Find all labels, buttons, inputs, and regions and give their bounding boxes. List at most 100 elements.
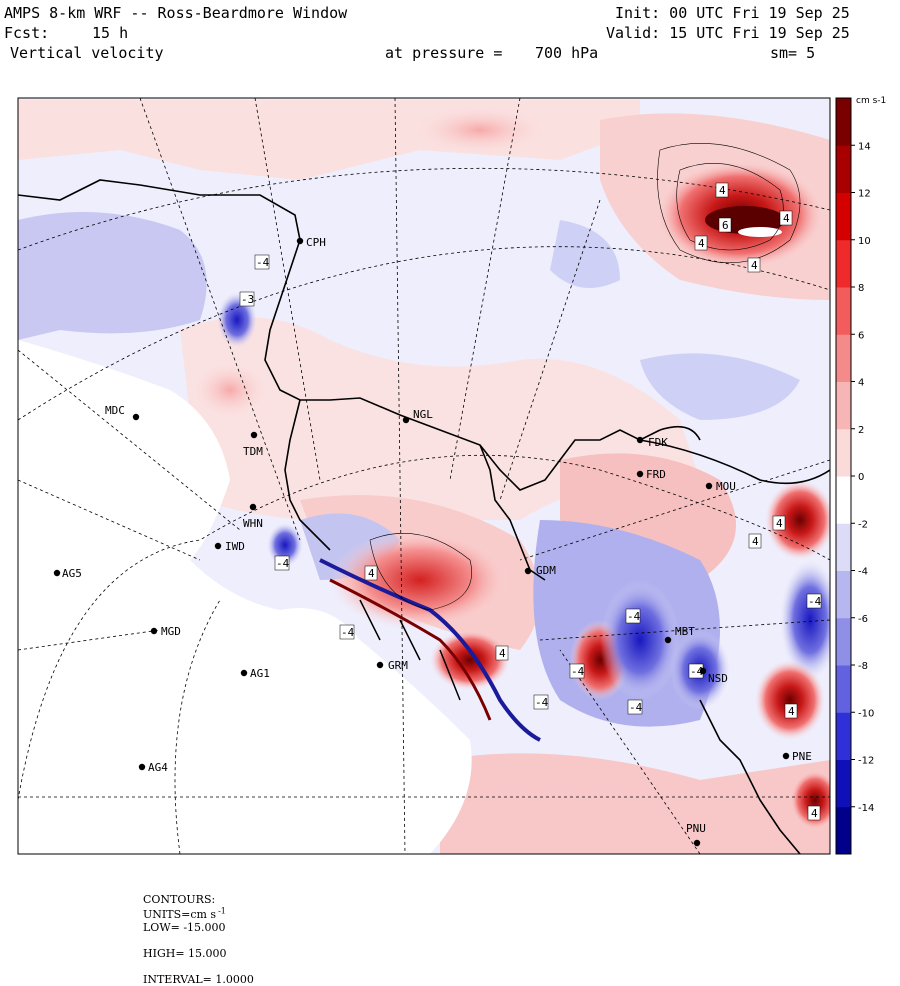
station-ag1[interactable]: AG1 [240, 667, 270, 680]
colorbar-tick-label: 6 [858, 330, 864, 341]
svg-text:4: 4 [783, 212, 790, 225]
svg-text:MDC: MDC [105, 404, 125, 417]
colorbar-swatch [836, 665, 851, 713]
colorbar-swatch [836, 476, 851, 524]
colorbar-swatch [836, 239, 851, 288]
contour-label: 4 [694, 235, 708, 251]
svg-text:4: 4 [751, 259, 758, 272]
colorbar-tick-label: 10 [858, 236, 871, 247]
contour-label: -3 [239, 291, 255, 307]
svg-text:TDM: TDM [243, 445, 263, 458]
svg-text:MOU: MOU [716, 480, 736, 493]
contour-label: 6 [718, 217, 732, 233]
high-value: HIGH= 15.000 [143, 946, 227, 960]
station-ag5[interactable]: AG5 [53, 567, 82, 580]
map-title: AMPS 8-km WRF -- Ross-Beardmore Window [4, 4, 348, 22]
svg-text:-4: -4 [535, 696, 549, 709]
svg-text:GRM: GRM [388, 659, 408, 672]
graticule [18, 98, 830, 854]
svg-text:-4: -4 [690, 665, 704, 678]
svg-text:6: 6 [722, 219, 729, 232]
contour-label: 4 [715, 182, 729, 198]
station-mdc[interactable]: MDC [105, 404, 140, 421]
station-iwd[interactable]: IWD [214, 540, 245, 553]
station-pnu[interactable]: PNU [686, 822, 706, 847]
svg-text:-4: -4 [627, 610, 641, 623]
units-label: UNITS=cm s -1 [143, 906, 226, 921]
smoothing-label: sm= 5 [770, 44, 816, 62]
colorbar-tick-label: -14 [858, 803, 874, 814]
colorbar-tick-label: -10 [858, 708, 874, 719]
forecast-hour: 15 h [92, 24, 129, 42]
station-grm[interactable]: GRM [376, 659, 408, 672]
svg-text:4: 4 [752, 535, 759, 548]
station-cph[interactable]: CPH [296, 236, 326, 249]
station-mgd[interactable]: MGD [150, 625, 181, 638]
pressure-value: 700 hPa [535, 44, 599, 62]
contour-label: 4 [807, 805, 821, 821]
map-frame [17, 97, 831, 855]
colorbar-tick-label: -2 [858, 519, 868, 530]
station-fdk[interactable]: FDK [636, 436, 668, 449]
colorbar-tick-label: 8 [858, 283, 864, 294]
svg-text:IWD: IWD [225, 540, 245, 553]
colorbar-tick-label: -8 [858, 661, 868, 672]
init-time: Init: 00 UTC Fri 19 Sep 25 [615, 4, 850, 22]
station-ngl[interactable]: NGL [402, 408, 433, 424]
colorbar-swatch [836, 759, 851, 808]
interval-value: INTERVAL= 1.0000 [143, 972, 254, 986]
contour-label: -4 [625, 608, 641, 624]
svg-text:-4: -4 [571, 665, 585, 678]
svg-text:WHN: WHN [243, 517, 263, 530]
colorbar: cm s-1 14 12 10 8 6 4 2 0 -2 -4 -6 -8 -10 -12 -14 [835, 96, 886, 855]
colorbar-swatch [836, 145, 851, 193]
forecast-label: Fcst: [4, 24, 50, 42]
svg-text:-3: -3 [241, 293, 254, 306]
station-frd[interactable]: FRD [636, 468, 666, 481]
station-ag4[interactable]: AG4 [138, 761, 168, 774]
colorbar-swatch [836, 617, 851, 666]
station-mbt[interactable]: MBT [664, 625, 695, 644]
svg-text:AG4: AG4 [148, 761, 168, 774]
station-mou[interactable]: MOU [705, 480, 736, 493]
contour-label: -4 [688, 663, 704, 679]
colorbar-swatch [836, 192, 851, 241]
svg-text:4: 4 [719, 184, 726, 197]
svg-text:AG1: AG1 [250, 667, 270, 680]
contour-label: -4 [533, 694, 549, 710]
valid-time: Valid: 15 UTC Fri 19 Sep 25 [606, 24, 850, 42]
colorbar-units: cm s-1 [856, 96, 886, 106]
contour-label: -4 [254, 254, 270, 270]
svg-text:-4: -4 [256, 256, 270, 269]
colorbar-swatch [836, 712, 851, 760]
station-gdm[interactable]: GDM [524, 564, 556, 577]
colorbar-tick-label: 2 [858, 425, 864, 436]
svg-text:4: 4 [788, 705, 795, 718]
svg-text:4: 4 [499, 647, 506, 660]
svg-text:NSD: NSD [708, 672, 728, 685]
station-whn[interactable]: WHN [243, 503, 263, 530]
contour-label: -4 [339, 624, 355, 640]
svg-text:PNU: PNU [686, 822, 706, 835]
colorbar-swatch [836, 334, 851, 382]
contour-label: 4 [364, 565, 378, 581]
svg-text:4: 4 [776, 517, 783, 530]
station-pne[interactable]: PNE [782, 750, 812, 763]
contour-label: 4 [747, 257, 761, 273]
contour-labels: 4 6 4 4 4 4 4 -4 -3 -4 -4 4 4 -4 -4 -4 -… [239, 182, 822, 821]
stations: CPH MDC TDM NGL FDK FRD MOU WHN IWD AG5 … [53, 236, 812, 847]
colorbar-tick-label: -12 [858, 756, 874, 767]
contour-label: 4 [748, 533, 762, 549]
svg-text:4: 4 [368, 567, 375, 580]
svg-text:4: 4 [698, 237, 705, 250]
svg-text:4: 4 [811, 807, 818, 820]
contour-label: 4 [772, 515, 786, 531]
colorbar-swatch [836, 570, 851, 619]
svg-text:MBT: MBT [675, 625, 695, 638]
contour-label: 4 [779, 210, 793, 226]
svg-text:PNE: PNE [792, 750, 812, 763]
station-nsd[interactable]: NSD [699, 667, 728, 685]
contour-label: 4 [784, 703, 798, 719]
colorbar-tick-label: -4 [858, 567, 868, 578]
station-tdm[interactable]: TDM [243, 431, 263, 458]
